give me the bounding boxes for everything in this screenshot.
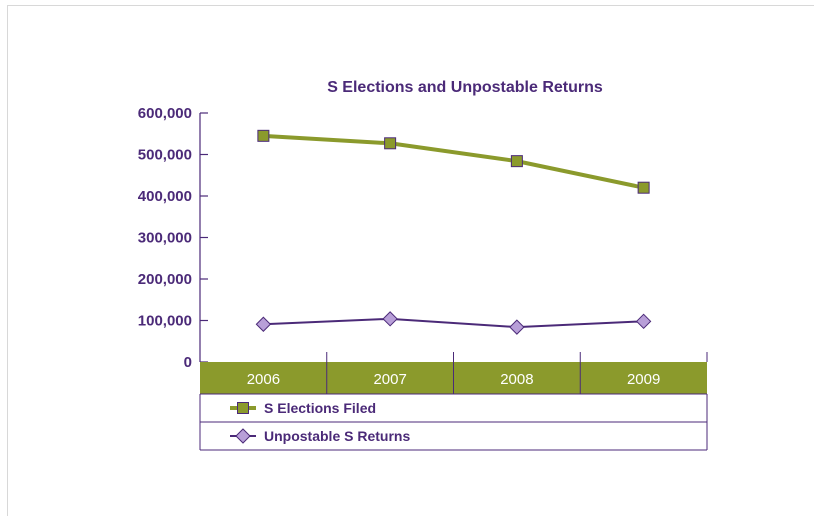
x-tick-label: 2007: [373, 371, 406, 388]
series-layer: [255, 129, 652, 335]
y-tick-label: 500,000: [138, 147, 192, 164]
category-band: 2006 2007 2008 2009: [200, 362, 707, 395]
y-tick-label: 600,000: [138, 105, 192, 122]
data-point-square: [384, 137, 397, 150]
x-tick-label: 2009: [627, 371, 660, 388]
legend-marker-square: [237, 402, 249, 414]
data-point-diamond: [255, 316, 272, 332]
x-tick-label: 2006: [247, 371, 280, 388]
legend-marker-diamond: [235, 428, 251, 444]
axis-layer: 0 100,000 200,000 300,000 400,000 500,000 600,…: [138, 105, 708, 371]
series-line: [263, 317, 644, 329]
legend-label: S Elections Filed: [264, 400, 376, 416]
y-tick-label: 300,000: [138, 230, 192, 247]
y-tick-label: 100,000: [138, 313, 192, 330]
y-tick-label: 400,000: [138, 188, 192, 205]
data-point-diamond: [382, 311, 398, 327]
legend-label: Unpostable S Returns: [264, 428, 410, 444]
series-line: [263, 133, 645, 190]
data-point-diamond: [635, 313, 652, 330]
data-point-square: [257, 129, 270, 142]
chart-title: S Elections and Unpostable Returns: [327, 79, 603, 96]
legend-table: S Elections Filed Unpostable S Returns: [199, 394, 708, 451]
y-tick-label: 0: [184, 354, 192, 371]
chart-frame: [7, 5, 814, 516]
data-point-square: [510, 155, 523, 168]
y-tick-label: 200,000: [138, 271, 192, 288]
data-point-square: [637, 181, 650, 194]
x-tick-label: 2008: [500, 371, 533, 388]
data-point-diamond: [509, 319, 525, 335]
